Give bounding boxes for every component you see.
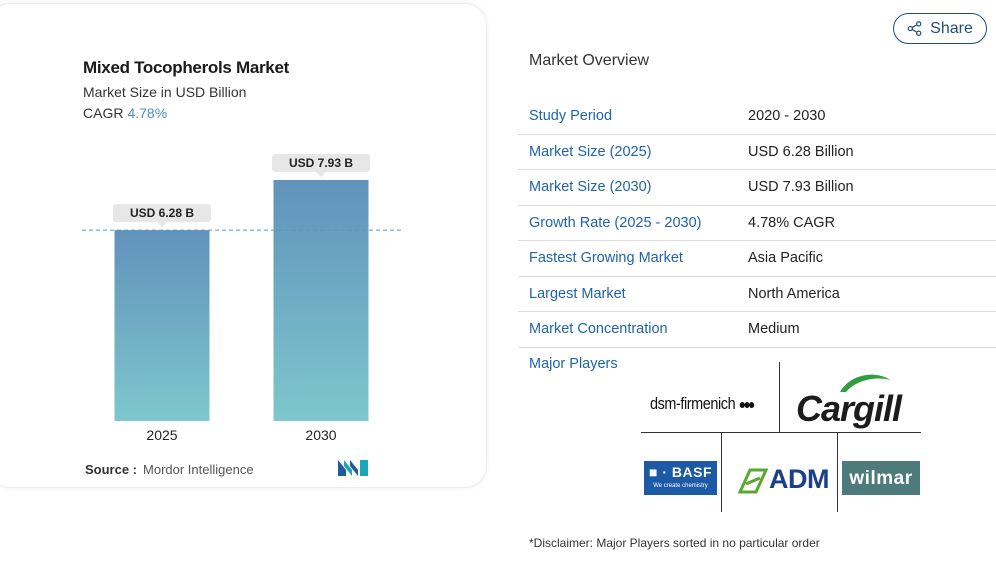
adm-logo-text: ADM xyxy=(769,464,830,494)
adm-logo: ADM xyxy=(737,464,830,495)
row-value: Medium xyxy=(748,321,800,337)
basf-logo: ■ · BASF We create chemistry xyxy=(644,461,717,495)
row-value: 4.78% CAGR xyxy=(748,214,836,231)
bar-2030 xyxy=(273,180,369,421)
bar-2025 xyxy=(114,230,210,421)
table-row: Largest Market North America xyxy=(518,277,996,312)
x-tick-label: 2025 xyxy=(146,427,177,443)
players-divider xyxy=(641,432,921,433)
dsm-logo-text: dsm-firmenich xyxy=(650,394,736,413)
data-label: USD 6.28 B xyxy=(130,206,194,220)
source-label: Source : xyxy=(85,462,138,477)
data-label-badge xyxy=(272,154,370,172)
chart-card xyxy=(0,3,487,488)
wilmar-logo: wilmar xyxy=(842,461,920,495)
row-value: USD 6.28 Billion xyxy=(748,143,854,160)
table-row: Growth Rate (2025 - 2030) 4.78% CAGR xyxy=(518,206,996,241)
major-players-label[interactable]: Major Players xyxy=(529,356,618,372)
data-label-pointer xyxy=(157,222,167,228)
chart-title: Mixed Tocopherols Market xyxy=(83,58,289,77)
chart-cagr: CAGR 4.78% xyxy=(83,105,167,121)
cagr-value: 4.78% xyxy=(127,105,168,121)
overview-table: Study Period 2020 - 2030 Market Size (202… xyxy=(518,99,996,348)
cargill-leaf-icon xyxy=(840,374,890,392)
row-value: 2020 - 2030 xyxy=(748,108,826,124)
table-row: Fastest Growing Market Asia Pacific xyxy=(518,241,996,277)
disclaimer: *Disclaimer: Major Players sorted in no … xyxy=(529,536,820,550)
row-key[interactable]: Largest Market xyxy=(529,285,626,302)
chart-subtitle: Market Size in USD Billion xyxy=(83,84,247,100)
players-divider xyxy=(779,362,780,433)
mordor-intelligence-logo xyxy=(338,460,368,476)
row-key[interactable]: Fastest Growing Market xyxy=(529,250,683,266)
row-key[interactable]: Market Concentration xyxy=(529,321,668,337)
share-label: Share xyxy=(930,19,973,37)
dsm-dots-icon: ●●● xyxy=(738,396,756,412)
dsm-firmenich-logo: dsm-firmenich ●●● xyxy=(650,394,756,414)
row-key[interactable]: Study Period xyxy=(529,108,613,124)
table-row: Market Size (2025) USD 6.28 Billion xyxy=(518,135,996,170)
wilmar-logo-text: wilmar xyxy=(849,468,913,489)
adm-leaf-icon xyxy=(738,468,768,494)
data-label: USD 7.93 B xyxy=(289,156,353,170)
row-key[interactable]: Market Size (2030) xyxy=(529,179,652,195)
data-label-badge xyxy=(113,204,211,223)
table-row: Market Concentration Medium xyxy=(518,312,996,348)
row-value: North America xyxy=(748,285,840,302)
table-row: Study Period 2020 - 2030 xyxy=(518,99,996,135)
share-icon xyxy=(907,21,922,36)
table-row: Market Size (2030) USD 7.93 Billion xyxy=(518,170,996,206)
source-value: Mordor Intelligence xyxy=(143,462,254,477)
cagr-label: CAGR xyxy=(83,105,124,121)
row-value: Asia Pacific xyxy=(748,250,823,266)
source-line: Source : Mordor Intelligence xyxy=(85,462,254,477)
row-value: USD 7.93 Billion xyxy=(748,179,854,195)
data-label-pointer xyxy=(316,172,326,177)
market-overview-title: Market Overview xyxy=(529,52,650,69)
row-key[interactable]: Market Size (2025) xyxy=(529,143,652,160)
share-button[interactable]: Share xyxy=(893,13,987,44)
bar-chart: USD 6.28 B 2025 USD 7.93 B 2030 xyxy=(82,154,402,443)
row-key[interactable]: Growth Rate (2025 - 2030) xyxy=(529,214,702,231)
cargill-logo: Cargill xyxy=(796,388,902,429)
basf-logo-text: ■ · BASF xyxy=(648,464,712,480)
players-divider xyxy=(837,432,838,512)
players-divider xyxy=(721,432,722,512)
basf-tagline: We create chemistry xyxy=(653,483,708,489)
x-tick-label: 2030 xyxy=(305,427,336,443)
